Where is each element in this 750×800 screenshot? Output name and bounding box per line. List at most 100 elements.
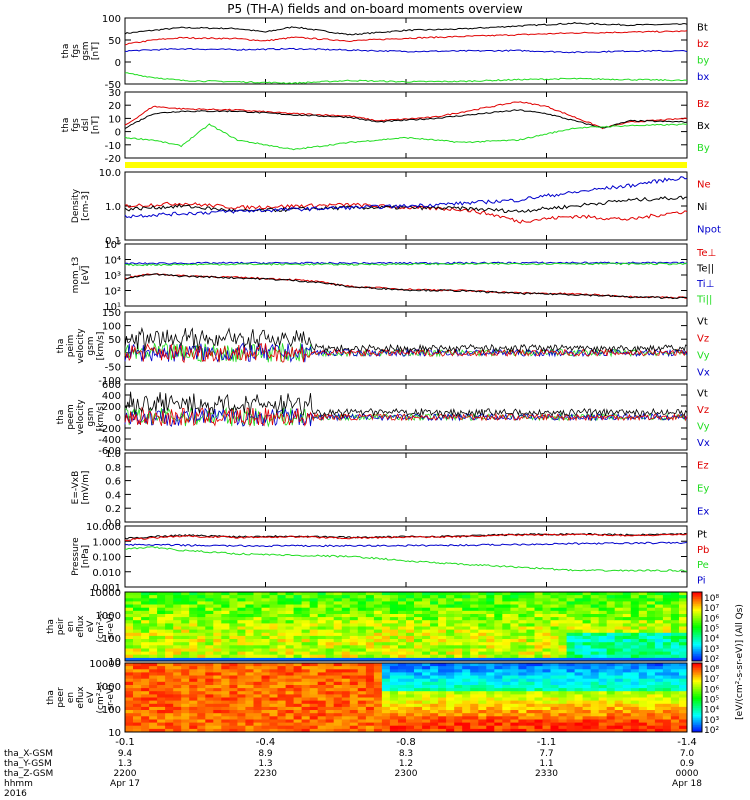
heat-cell (638, 620, 648, 624)
heat-cell (622, 678, 632, 683)
heat-cell (357, 642, 367, 646)
heat-cell (494, 694, 503, 698)
heat-cell (558, 672, 567, 676)
heat-cell (381, 672, 391, 676)
heat-cell (582, 651, 592, 656)
heat-cell (181, 629, 190, 634)
heat-cell (293, 595, 303, 599)
ylabel-line: [eV] (81, 266, 91, 285)
heat-cell (470, 710, 479, 714)
heat-cell (414, 710, 423, 714)
heat-cell (654, 719, 664, 724)
heat-cell (173, 716, 182, 720)
heat-cell (422, 592, 431, 596)
heat-cell (422, 722, 431, 727)
legend-peem-velocity-1: Vz (697, 405, 709, 416)
heat-cell (269, 691, 278, 695)
heat-cell (638, 657, 648, 662)
heat-cell (518, 607, 527, 612)
heat-cell (125, 716, 134, 720)
heat-cell (406, 669, 415, 673)
heat-cell (125, 601, 134, 605)
heat-cell (221, 604, 230, 609)
heat-cell (349, 635, 359, 640)
heat-cell (582, 642, 592, 646)
heat-cell (293, 629, 303, 634)
heat-cell (414, 635, 423, 640)
heat-cell (205, 716, 214, 720)
heat-cell (205, 675, 214, 680)
heat-cell (414, 681, 423, 686)
heat-cell (165, 688, 174, 692)
ytick-label: -600 (98, 446, 121, 457)
heat-cell (245, 706, 254, 711)
heat-cell (125, 703, 134, 708)
heat-cell (654, 713, 664, 717)
heat-cell (125, 657, 134, 662)
heat-cell (309, 610, 319, 615)
heat-cell (349, 725, 359, 730)
heat-cell (253, 617, 262, 621)
colorbar-tick: 10⁷ (704, 604, 719, 614)
heat-cell (253, 710, 262, 714)
heat-cell (213, 620, 222, 624)
heat-cell (261, 694, 270, 698)
heat-cell (470, 639, 479, 643)
heat-cell (566, 722, 576, 727)
heat-cell (446, 678, 455, 683)
heat-cell (502, 706, 511, 711)
heat-cell (550, 601, 559, 605)
heat-cell (398, 669, 407, 673)
heat-cell (630, 648, 640, 653)
colorbar-cell (692, 593, 702, 596)
heat-cell (590, 645, 600, 649)
heat-cell (398, 691, 407, 695)
heat-cell (173, 657, 182, 662)
heat-cell (542, 666, 551, 670)
legend-efield-1: Ey (697, 484, 709, 495)
heat-cell (149, 642, 158, 646)
colorbar-tick: 10⁸ (704, 594, 719, 604)
heat-cell (197, 607, 206, 612)
heat-cell (293, 632, 303, 637)
heat-cell (325, 604, 335, 609)
heat-cell (245, 657, 254, 662)
heat-cell (606, 620, 616, 624)
heat-cell (478, 681, 487, 686)
heat-cell (430, 639, 439, 643)
series-Te|| (124, 273, 688, 300)
heat-cell (510, 645, 519, 649)
heat-cell (606, 728, 616, 733)
heat-cell (333, 722, 343, 727)
heat-cell (389, 703, 399, 708)
heat-cell (430, 651, 439, 656)
heat-cell (213, 666, 222, 670)
heat-cell (598, 610, 608, 615)
heat-cell (301, 607, 311, 612)
heat-cell (141, 651, 150, 656)
heat-cell (141, 607, 150, 612)
heat-cell (550, 725, 559, 730)
heat-cell (574, 672, 584, 676)
heat-cell (253, 595, 262, 599)
heat-cell (494, 691, 503, 695)
heat-cell (558, 657, 567, 662)
heat-cell (670, 694, 680, 698)
heat-cell (590, 703, 600, 708)
heat-cell (381, 703, 391, 708)
heat-cell (478, 632, 487, 637)
heat-cell (574, 722, 584, 727)
heat-cell (654, 697, 664, 702)
heat-cell (430, 598, 439, 602)
heat-cell (389, 685, 399, 689)
heat-cell (494, 678, 503, 683)
heat-cell (454, 595, 463, 599)
heat-cell (181, 601, 190, 605)
heat-cell (606, 623, 616, 627)
legend-pressure-1: Pb (697, 545, 709, 556)
heat-cell (253, 629, 262, 634)
heat-cell (357, 651, 367, 656)
ylabel-line: eflux (76, 686, 86, 709)
heat-cell (646, 685, 656, 689)
heat-cell (470, 626, 479, 631)
